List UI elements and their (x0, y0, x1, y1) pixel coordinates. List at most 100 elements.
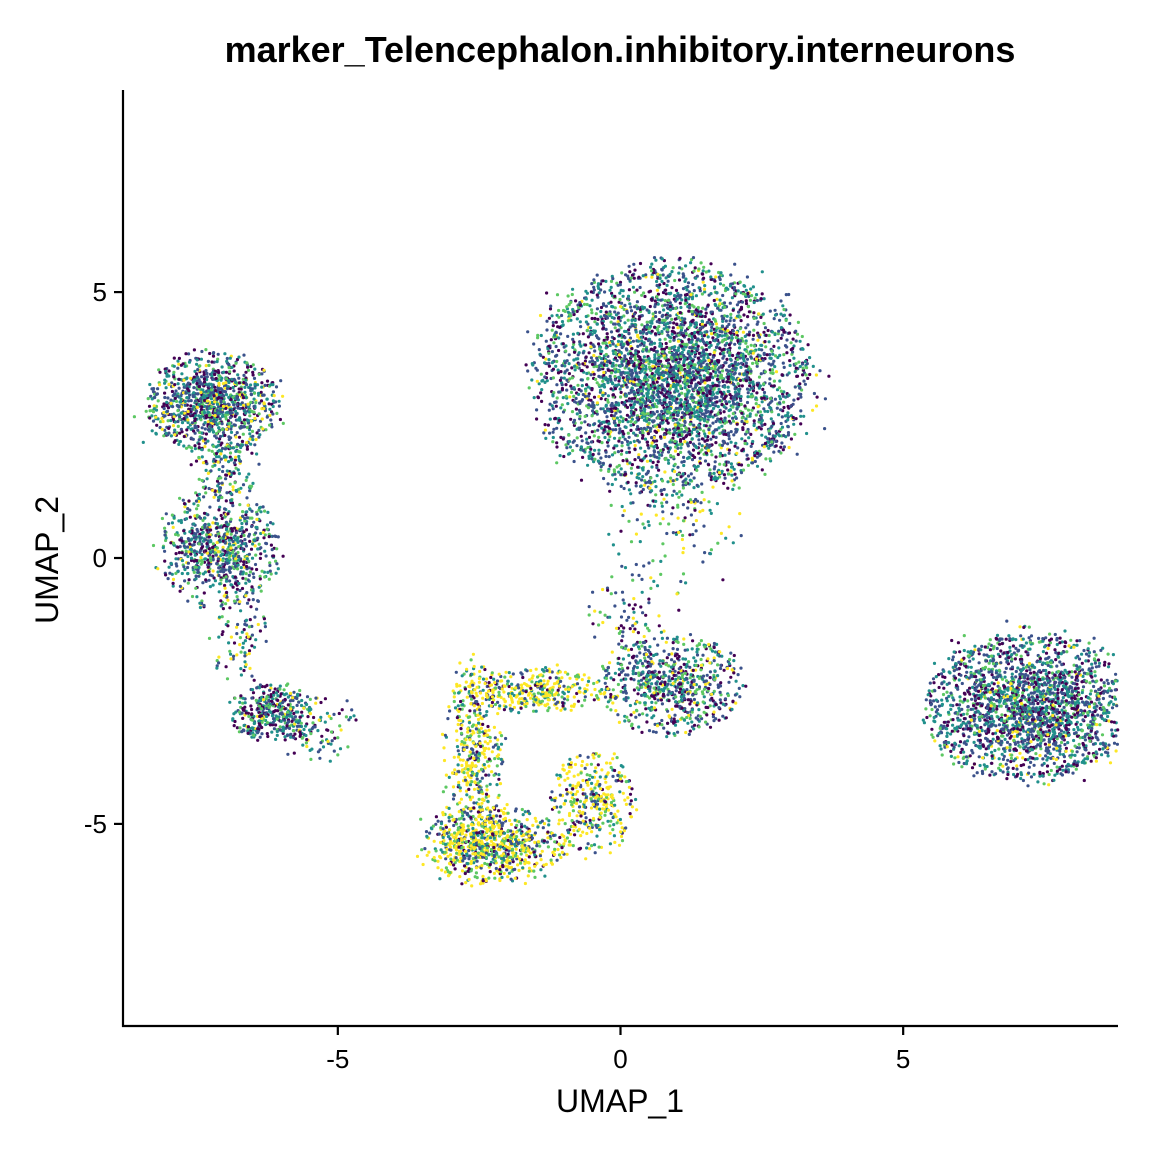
data-point (671, 326, 675, 330)
data-point (676, 361, 681, 365)
data-point (203, 437, 207, 441)
data-point (818, 369, 822, 373)
data-point (614, 477, 618, 481)
data-point (163, 395, 167, 400)
data-point (703, 284, 707, 288)
data-point (163, 549, 167, 553)
data-point (731, 416, 735, 420)
data-point (162, 410, 166, 415)
data-point (194, 399, 198, 403)
data-point (175, 564, 179, 568)
data-point (186, 425, 190, 430)
data-point (602, 476, 606, 481)
data-point (633, 443, 637, 448)
data-point (255, 525, 259, 530)
data-point (190, 407, 194, 411)
data-point (151, 410, 156, 414)
data-point (242, 353, 246, 357)
data-point (250, 509, 254, 513)
data-point (191, 394, 195, 399)
data-point (260, 569, 264, 573)
data-point (172, 375, 176, 379)
data-point (242, 403, 246, 408)
data-point (560, 313, 564, 318)
data-point (814, 373, 819, 377)
data-point (562, 454, 566, 459)
data-point (579, 478, 584, 482)
data-point (658, 425, 662, 429)
data-point (164, 512, 168, 516)
data-point (787, 371, 791, 375)
data-point (189, 547, 193, 552)
data-point (227, 380, 231, 385)
data-point (752, 344, 757, 348)
data-point (678, 301, 682, 305)
data-point (221, 562, 225, 566)
data-point (729, 469, 733, 473)
data-point (585, 383, 589, 387)
data-point (741, 447, 745, 451)
data-point (182, 544, 186, 548)
data-point (672, 489, 676, 493)
data-point (236, 418, 240, 422)
data-point (647, 405, 651, 409)
data-point (170, 389, 174, 394)
data-point (203, 398, 207, 403)
data-point (177, 377, 181, 381)
data-point (546, 423, 551, 427)
data-point (167, 382, 171, 386)
data-point (271, 404, 275, 409)
data-point (288, 691, 293, 696)
data-point (201, 530, 205, 534)
data-point (172, 399, 176, 403)
data-point (632, 262, 636, 266)
data-point (619, 390, 623, 394)
data-point (723, 343, 727, 347)
data-point (726, 431, 731, 435)
data-point (164, 431, 168, 435)
data-point (200, 405, 204, 409)
data-point (241, 696, 245, 700)
data-point (221, 570, 226, 574)
data-point (232, 712, 236, 716)
data-point (652, 412, 656, 416)
data-point (220, 603, 224, 607)
data-point (187, 445, 191, 449)
data-point (175, 431, 179, 435)
data-point (253, 416, 257, 420)
data-point (585, 437, 589, 441)
data-point (132, 415, 136, 419)
data-point (718, 454, 722, 458)
data-point (551, 440, 555, 444)
data-point (207, 561, 211, 565)
data-point (755, 298, 760, 303)
data-point (601, 341, 605, 345)
data-point (268, 569, 272, 573)
data-point (224, 406, 228, 410)
data-point (299, 703, 304, 708)
data-point (265, 397, 269, 401)
data-point (633, 290, 637, 294)
data-point (178, 439, 182, 444)
data-point (564, 394, 568, 398)
data-point (167, 522, 171, 526)
data-point (222, 370, 226, 374)
data-point (177, 417, 182, 421)
data-point (281, 421, 285, 425)
data-point (250, 556, 255, 560)
data-point (202, 591, 206, 595)
data-point (250, 712, 254, 716)
data-point (177, 362, 181, 366)
data-point (248, 432, 252, 436)
data-point (257, 719, 262, 723)
data-point (240, 547, 244, 551)
data-point (714, 275, 718, 279)
data-point (160, 516, 164, 521)
data-point (170, 521, 174, 525)
data-point (159, 420, 163, 424)
data-point (664, 377, 668, 381)
data-point (155, 423, 159, 427)
data-point (192, 391, 196, 395)
data-point (226, 523, 230, 527)
data-point (638, 285, 642, 290)
